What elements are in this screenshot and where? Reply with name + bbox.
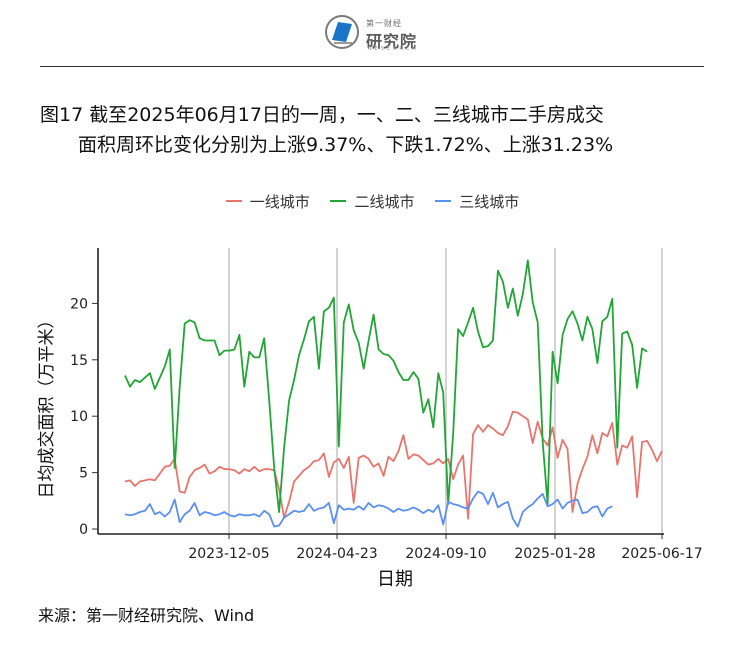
figure-title-line2: 面积周环比变化分别为上涨9.37%、下跌1.72%、上涨31.23% xyxy=(78,134,614,156)
y-axis-label: 日均成交面积（万平米） xyxy=(37,312,57,499)
figure-title: 图17 截至2025年06月17日的一周，一、二、三线城市二手房成交 面积周环比… xyxy=(40,100,730,160)
x-tick-label: 2024-09-10 xyxy=(405,546,486,562)
legend-swatch-tier3 xyxy=(435,200,452,202)
header-divider xyxy=(40,66,704,67)
x-tick-label: 2025-01-28 xyxy=(514,546,595,562)
chart-legend: 一线城市 二线城市 三线城市 xyxy=(0,188,745,212)
chart-axes xyxy=(92,248,664,539)
logo-text-big: 研究院 xyxy=(366,32,418,51)
y-tick-label: 0 xyxy=(79,522,88,538)
x-tick-label: 2023-12-05 xyxy=(188,546,269,562)
series-line-3 xyxy=(124,490,613,528)
x-gridlines xyxy=(228,248,663,534)
series-line-2 xyxy=(124,259,648,513)
legend-label-tier1: 一线城市 xyxy=(249,192,310,211)
legend-swatch-tier2 xyxy=(330,200,347,202)
x-axis-label: 日期 xyxy=(377,569,413,590)
legend-label-tier3: 三线城市 xyxy=(459,192,520,211)
series-line-1 xyxy=(124,410,663,520)
legend-item-tier1: 一线城市 xyxy=(225,191,310,212)
legend-label-tier2: 二线城市 xyxy=(354,192,415,211)
y-tick-label: 10 xyxy=(70,409,88,425)
figure-title-line1: 图17 截至2025年06月17日的一周，一、二、三线城市二手房成交 xyxy=(40,104,604,126)
y-tick-label: 15 xyxy=(70,353,88,369)
x-tick-label: 2025-06-17 xyxy=(621,546,702,562)
chart-series xyxy=(124,259,663,528)
tick-labels: 2023-12-05 2024-04-23 2024-09-10 2025-01-28… xyxy=(70,296,703,562)
y-tick-label: 5 xyxy=(79,466,88,482)
line-chart: 2023-12-05 2024-04-23 2024-09-10 2025-01-28… xyxy=(37,248,703,590)
y-tick-label: 20 xyxy=(70,296,88,312)
legend-swatch-tier1 xyxy=(225,200,242,202)
logo-text-sub: RESEARCH xyxy=(368,46,419,52)
legend-item-tier3: 三线城市 xyxy=(435,191,519,212)
legend-item-tier2: 二线城市 xyxy=(330,191,415,212)
research-logo: 第一财经 研究院 RESEARCH xyxy=(322,10,432,54)
logo-text-small: 第一财经 xyxy=(366,19,402,28)
source-note: 来源：第一财经研究院、Wind xyxy=(38,606,255,625)
logo-icon xyxy=(325,15,359,49)
x-tick-label: 2024-04-23 xyxy=(296,546,377,562)
